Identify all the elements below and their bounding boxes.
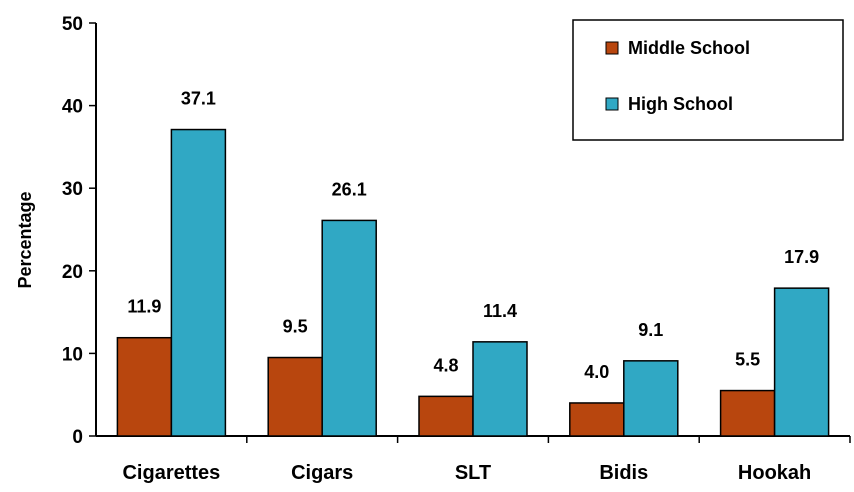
category-label-hookah: Hookah [738, 462, 811, 484]
legend-label-high-school: High School [628, 94, 733, 114]
data-labels: 11.9 37.1 9.5 26.1 4.8 11.4 4.0 9.1 5.5 17.9 [127, 89, 819, 382]
bar-middle-school-cigars [267, 356, 323, 437]
category-label-cigarettes: Cigarettes [122, 462, 220, 484]
data-label-middle-school-cigars: 9.5 [283, 317, 308, 337]
bar-high-school-cigars [321, 219, 377, 437]
y-axis-title: Percentage [15, 191, 35, 288]
y-tick-label: 40 [62, 97, 83, 118]
y-ticks: 0 10 20 30 40 50 [62, 14, 96, 448]
category-label-bidis: Bidis [599, 462, 648, 484]
legend-box [572, 19, 844, 141]
category-label-slt: SLT [455, 462, 491, 484]
category-labels: Cigarettes Cigars SLT Bidis Hookah [122, 436, 851, 484]
y-tick-label: 20 [62, 262, 83, 283]
bar-high-school-slt [472, 341, 528, 437]
bar-middle-school-bidis [569, 402, 625, 437]
bar-high-school-hookah [773, 287, 830, 437]
data-label-middle-school-cigarettes: 11.9 [127, 297, 161, 317]
y-tick-label: 50 [62, 14, 83, 35]
data-label-middle-school-slt: 4.8 [433, 355, 458, 375]
bars [116, 128, 830, 437]
data-label-high-school-cigars: 26.1 [332, 179, 367, 199]
data-label-middle-school-bidis: 4.0 [584, 362, 609, 382]
data-label-middle-school-hookah: 5.5 [735, 350, 760, 370]
legend-label-middle-school: Middle School [628, 38, 750, 58]
y-tick-label: 0 [72, 427, 83, 448]
legend: Middle School High School [572, 19, 844, 141]
bar-middle-school-cigarettes [116, 336, 173, 437]
legend-swatch-middle-school [605, 41, 619, 55]
bar-high-school-bidis [623, 360, 679, 437]
data-label-high-school-bidis: 9.1 [638, 320, 663, 340]
data-label-high-school-slt: 11.4 [483, 301, 517, 321]
category-label-cigars: Cigars [291, 462, 353, 484]
bar-high-school-cigarettes [170, 128, 227, 437]
y-tick-label: 10 [62, 344, 83, 365]
data-label-high-school-hookah: 17.9 [784, 247, 819, 267]
bar-middle-school-hookah [719, 389, 776, 437]
bar-middle-school-slt [418, 395, 474, 437]
legend-swatch-high-school [605, 97, 619, 111]
y-tick-label: 30 [62, 179, 83, 200]
data-label-high-school-cigarettes: 37.1 [181, 89, 216, 109]
